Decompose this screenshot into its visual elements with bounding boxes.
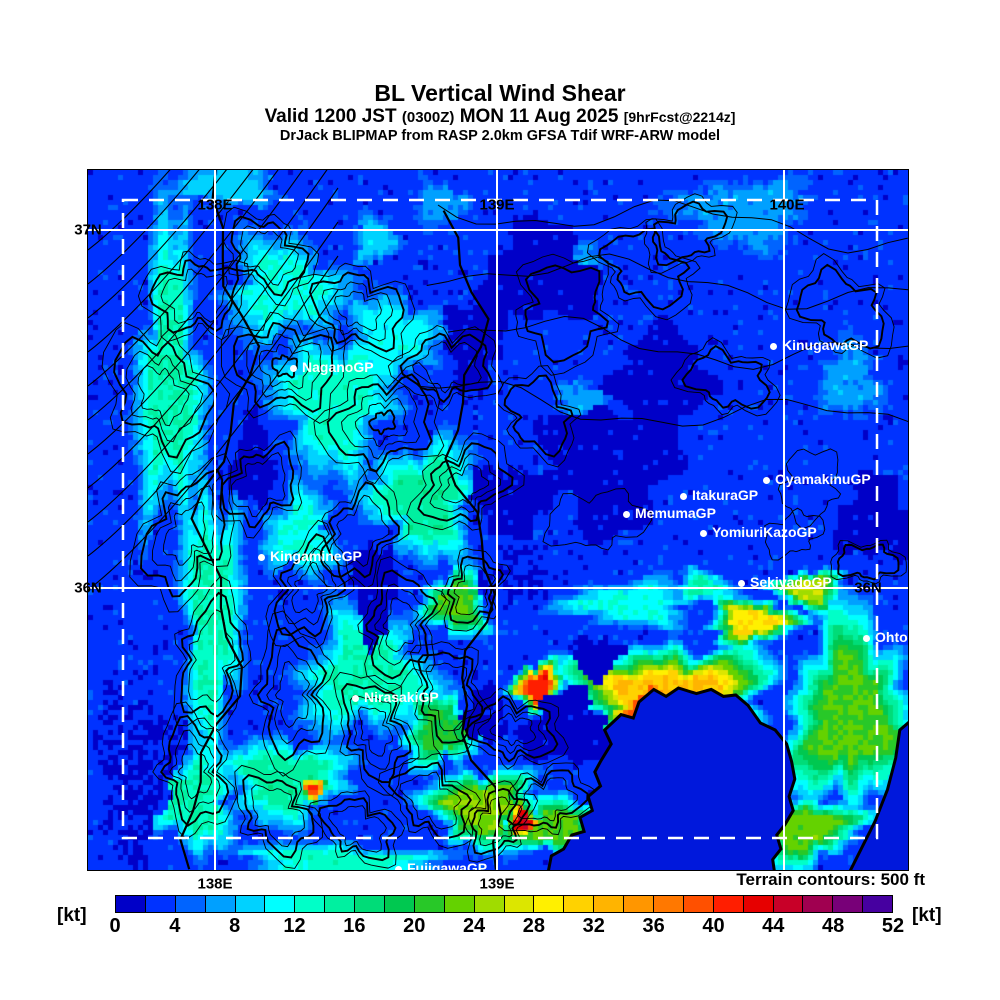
colorbar-tick-label: 40: [702, 915, 725, 937]
colorbar-tick-label: 24: [462, 915, 486, 937]
colorbar-segment: [772, 896, 803, 912]
colorbar-tick-label: 8: [229, 915, 241, 937]
colorbar-tick-label: 32: [582, 915, 605, 937]
location-label: NirasakiGP: [364, 689, 439, 705]
colorbar-segment: [862, 896, 893, 912]
colorbar-segment: [174, 896, 205, 912]
bottom-axis-lon-label: 138E: [197, 875, 233, 893]
station-dot-icon: [680, 492, 687, 500]
valid-zulu: (0300Z): [401, 109, 455, 127]
location-label: KingamineGP: [270, 548, 362, 564]
location-label: NaganoGP: [302, 359, 374, 375]
station-dot-icon: [395, 865, 402, 870]
station-dot-icon: [352, 694, 359, 702]
colorbar-tick-label: 28: [522, 915, 546, 937]
colorbar-segment: [294, 896, 325, 912]
colorbar-segment: [563, 896, 594, 912]
colorbar-segment: [324, 896, 355, 912]
colorbar-segment: [234, 896, 265, 912]
location-label: KinugawaGP: [782, 337, 869, 353]
colorbar-segment: [832, 896, 863, 912]
location-marker: MemumaGP: [623, 505, 716, 521]
colorbar-segment: [742, 896, 773, 912]
colorbar-segment: [802, 896, 833, 912]
colorbar-segment: [384, 896, 414, 912]
location-marker: KingamineGP: [258, 548, 362, 564]
geo-coordinate-label: 36N: [854, 579, 882, 597]
colorbar-tick-label: 20: [403, 915, 426, 937]
location-marker: FujigawaGP: [395, 860, 487, 870]
colorbar-tick-label: 36: [642, 915, 665, 937]
colorbar-tick-label: 52: [881, 915, 905, 937]
colorbar-tick-label: 12: [283, 915, 306, 937]
colorbar-segment: [533, 896, 564, 912]
location-marker: ItakuraGP: [680, 487, 758, 503]
location-marker: SekiyadoGP: [738, 574, 832, 590]
station-dot-icon: [700, 529, 707, 537]
geo-coordinate-label: 139E: [479, 196, 515, 214]
colorbar-segment: [623, 896, 654, 912]
location-label: FujigawaGP: [407, 860, 488, 870]
station-dot-icon: [763, 476, 770, 484]
page-title: BL Vertical Wind Shear: [374, 80, 626, 106]
forecast-tag: [9hrFcst@2214z]: [623, 109, 736, 126]
geo-coordinate-label: 36N: [74, 579, 102, 597]
colorbar-segment: [116, 896, 145, 912]
title-block: BL Vertical Wind Shear Valid 1200 JST (0…: [0, 80, 1000, 145]
location-marker: OhtoneGP: [863, 629, 908, 645]
location-label: ItakuraGP: [692, 487, 759, 503]
location-label: MemumaGP: [635, 505, 716, 521]
station-dot-icon: [770, 342, 777, 350]
colorbar-tick-label: 44: [762, 915, 785, 937]
location-marker: OyamakinuGP: [763, 471, 871, 487]
geo-coordinate-label: 140E: [769, 196, 805, 214]
valid-prefix: Valid 1200 JST: [264, 106, 397, 128]
location-label: OyamakinuGP: [775, 471, 871, 487]
location-marker: NirasakiGP: [352, 689, 439, 705]
location-label: OhtoneGP: [875, 629, 908, 645]
colorbar-ticks: 0 4 8 12 16 20 24 28 32 36 40 44 48 52: [109, 915, 904, 939]
colorbar-segment: [503, 896, 534, 912]
valid-date: MON 11 Aug 2025: [459, 106, 619, 128]
station-dot-icon: [258, 553, 265, 561]
colorbar-segment: [443, 896, 474, 912]
geo-coordinate-label: 37N: [74, 221, 102, 239]
terrain-contours-note: Terrain contours: 500 ft: [736, 870, 925, 889]
colorbar-segment: [682, 896, 713, 912]
colorbar-segment: [712, 896, 743, 912]
location-marker: YomiuriKazoGP: [700, 524, 817, 540]
colorbar-unit-right: [kt]: [912, 905, 942, 926]
station-dot-icon: [738, 579, 745, 587]
station-dot-icon: [290, 364, 297, 372]
location-marker: NaganoGP: [290, 359, 374, 375]
location-label: YomiuriKazoGP: [712, 524, 817, 540]
colorbar-segment: [413, 896, 444, 912]
colorbar-segment: [473, 896, 504, 912]
colorbar-segment: [264, 896, 295, 912]
location-label: SekiyadoGP: [750, 574, 832, 590]
colorbar-segment: [144, 896, 175, 912]
valid-time-line: Valid 1200 JST (0300Z) MON 11 Aug 2025 […: [0, 106, 1000, 128]
map-overlay-svg: [88, 170, 908, 870]
station-dot-icon: [623, 510, 630, 518]
colorbar-segment: [593, 896, 624, 912]
colorbar-segment: [653, 896, 683, 912]
colorbar-tick-label: 0: [109, 915, 121, 937]
colorbar: [115, 895, 893, 913]
bottom-axis-lon-label: 139E: [479, 875, 515, 893]
station-dot-icon: [863, 634, 870, 642]
colorbar-tick-label: 16: [343, 915, 366, 937]
colorbar-segment: [354, 896, 385, 912]
location-marker: KinugawaGP: [770, 337, 868, 353]
geo-coordinate-label: 138E: [197, 196, 233, 214]
model-line: DrJack BLIPMAP from RASP 2.0km GFSA Tdif…: [279, 128, 721, 145]
colorbar-tick-label: 48: [822, 915, 845, 937]
colorbar-segment: [204, 896, 235, 912]
colorbar-tick-label: 4: [169, 915, 181, 937]
colorbar-unit-left: [kt]: [57, 905, 87, 926]
map: NaganoGP KinugawaGP OyamakinuGP ItakuraGP Me…: [88, 170, 908, 870]
